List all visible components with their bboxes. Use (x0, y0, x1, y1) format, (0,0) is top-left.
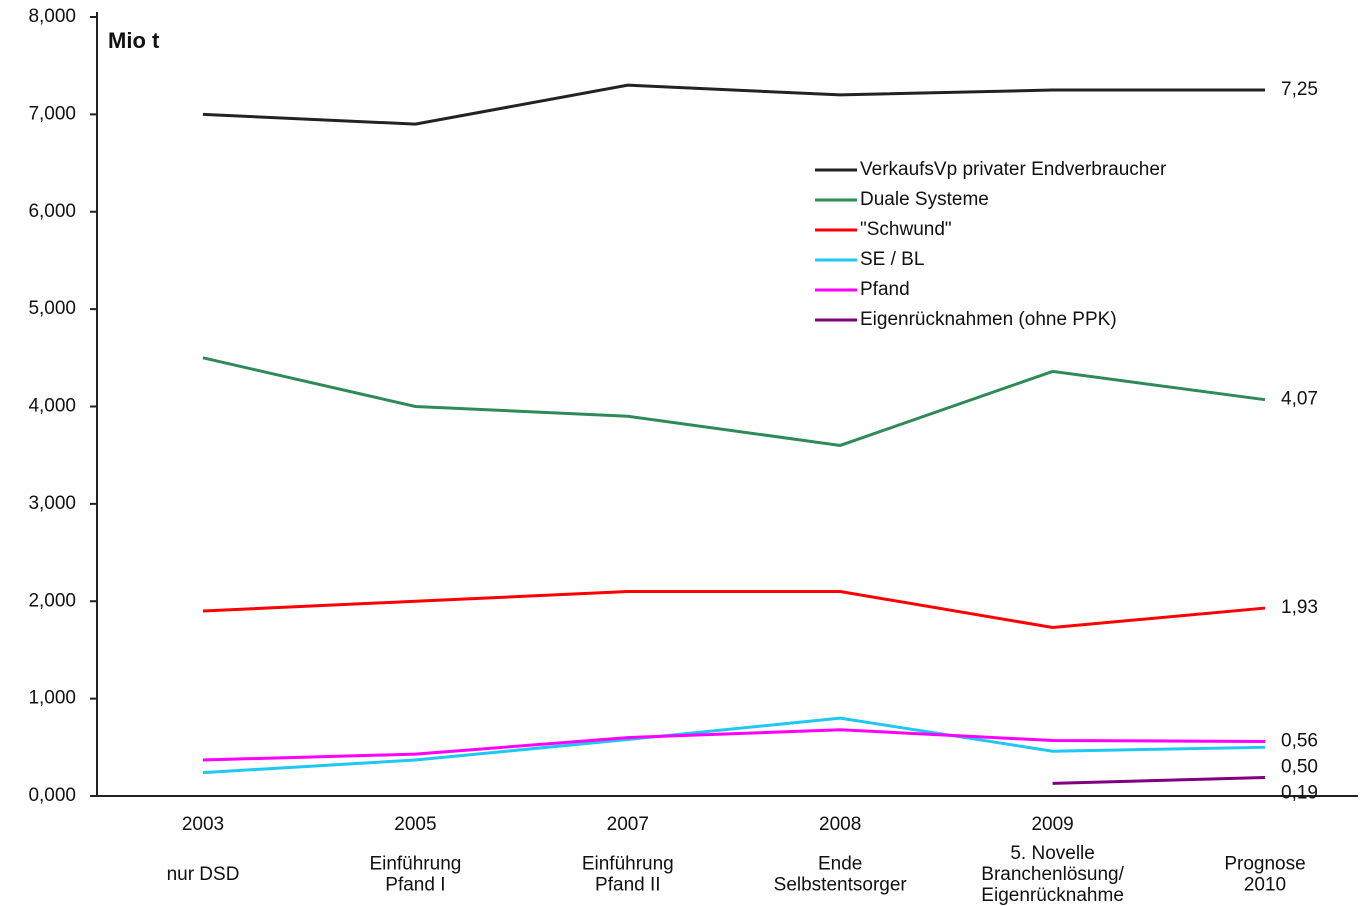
x-category-note: Prognose (1224, 854, 1305, 875)
line-series (202, 716, 1266, 775)
legend-label: Duale Systeme (860, 189, 989, 210)
y-tick-label: 6,000 (28, 201, 76, 222)
y-tick-label: 1,000 (28, 688, 76, 709)
line-series (202, 83, 1265, 126)
x-tick-label: 2007 (607, 814, 649, 835)
value-label: 0,50 (1281, 756, 1318, 777)
x-category-note: 5. Novelle (1010, 843, 1095, 864)
x-category-note: Eigenrücknahme (981, 885, 1124, 906)
x-category-note: Pfand II (595, 875, 661, 896)
y-axis-label: Mio t (108, 28, 160, 53)
line-series (202, 728, 1266, 762)
line-series (202, 590, 1266, 630)
value-label: 0,56 (1281, 730, 1318, 751)
x-tick-label: 2009 (1031, 814, 1073, 835)
x-category-note: 2010 (1244, 875, 1286, 896)
legend-label: VerkaufsVp privater Endverbraucher (860, 159, 1167, 180)
x-tick-label: 2005 (394, 814, 436, 835)
line-series (202, 356, 1266, 447)
legend-label: SE / BL (860, 249, 924, 270)
value-label: 1,93 (1281, 597, 1318, 618)
value-label: 7,25 (1281, 79, 1318, 100)
x-category-note: Ende (818, 854, 862, 875)
y-tick-label: 4,000 (28, 396, 76, 417)
value-label: 4,07 (1281, 389, 1318, 410)
x-tick-label: 2003 (182, 814, 224, 835)
legend-label: Eigenrücknahmen (ohne PPK) (860, 309, 1117, 330)
y-tick-label: 2,000 (28, 590, 76, 611)
x-tick-label: 2008 (819, 814, 861, 835)
value-label: 0,19 (1281, 782, 1318, 803)
x-category-note: Pfand I (385, 875, 445, 896)
y-tick-label: 8,000 (28, 6, 76, 27)
line-series (1052, 775, 1266, 785)
x-category-note: Einführung (582, 854, 674, 875)
y-tick-label: 0,000 (28, 785, 76, 806)
legend-label: Pfand (860, 279, 910, 300)
x-category-note: nur DSD (167, 864, 240, 885)
legend-label: "Schwund" (860, 219, 952, 240)
y-tick-label: 3,000 (28, 493, 76, 514)
y-tick-label: 5,000 (28, 298, 76, 319)
y-tick-label: 7,000 (28, 103, 76, 124)
x-category-note: Einführung (369, 854, 461, 875)
x-category-note: Branchenlösung/ (981, 864, 1124, 885)
x-category-note: Selbstentsorger (774, 875, 908, 896)
